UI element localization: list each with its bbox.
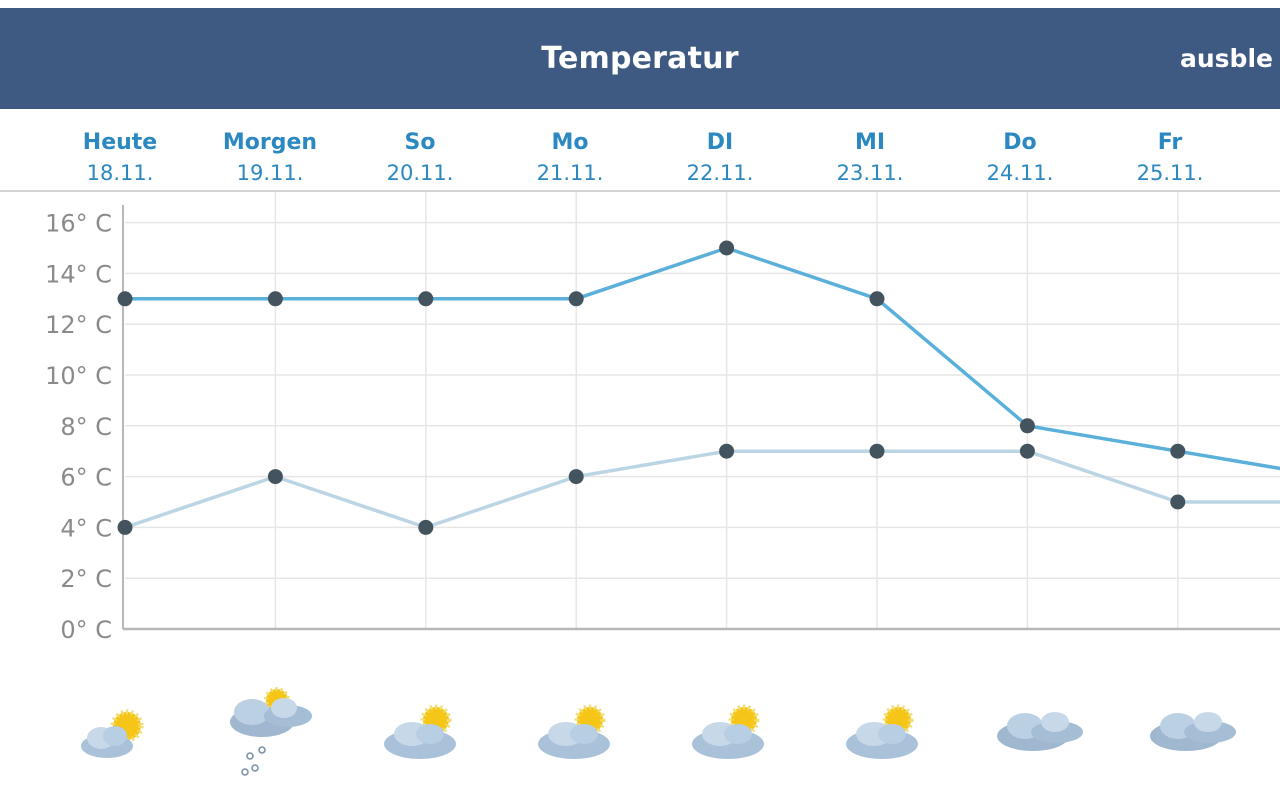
- day-column-5: MI 23.11.: [795, 126, 945, 190]
- temperature-chart: 0° C 2° C 4° C 6° C 8° C 10° C 12° C 14° C 16° C: [45, 192, 1280, 642]
- y-tick-label: 4° C: [60, 514, 112, 542]
- day-date: 23.11.: [836, 161, 904, 185]
- min-temperature-point: [1170, 494, 1186, 510]
- day-column-4: DI 22.11.: [645, 126, 795, 190]
- sun-cloud-icon: [846, 704, 918, 759]
- min-temperature-point: [117, 519, 133, 535]
- max-temperature-point: [719, 240, 735, 256]
- day-column-6: Do 24.11.: [945, 126, 1095, 190]
- sun-cloud-icon: [538, 704, 610, 759]
- day-header-row: Heute 18.11. Morgen 19.11. So 20.11. Mo …: [0, 118, 1280, 190]
- max-temperature-point: [1170, 443, 1186, 459]
- max-temperature-point: [1019, 418, 1035, 434]
- day-column-7: Fr 25.11.: [1095, 126, 1245, 190]
- day-date: 21.11.: [536, 161, 604, 185]
- y-tick-label: 2° C: [60, 565, 112, 593]
- chart-header: Temperatur ausble: [0, 8, 1280, 109]
- day-date: 20.11.: [386, 161, 454, 185]
- day-date: 24.11.: [986, 161, 1054, 185]
- day-name: So: [404, 130, 436, 155]
- day-date: 25.11.: [1136, 161, 1204, 185]
- weather-icon-row: [0, 680, 1280, 787]
- max-temperature-point: [869, 291, 885, 307]
- sun-cloud-icon: [81, 709, 144, 758]
- y-tick-label: 16° C: [45, 210, 112, 238]
- day-name: Mo: [551, 130, 589, 155]
- day-date: 19.11.: [236, 161, 304, 185]
- max-temperature-point: [568, 291, 584, 307]
- y-tick-label: 8° C: [60, 413, 112, 441]
- day-column-3: Mo 21.11.: [495, 126, 645, 190]
- day-column-0: Heute 18.11.: [45, 126, 195, 190]
- day-name: Morgen: [222, 130, 318, 155]
- day-date: 22.11.: [686, 161, 754, 185]
- min-temperature-point: [418, 519, 434, 535]
- day-column-2: So 20.11.: [345, 126, 495, 190]
- y-tick-label: 14° C: [45, 260, 112, 288]
- min-temperature-point: [568, 469, 584, 485]
- max-temperature-point: [418, 291, 434, 307]
- day-column-1: Morgen 19.11.: [195, 126, 345, 190]
- y-tick-label: 10° C: [45, 362, 112, 390]
- min-temperature-point: [1019, 443, 1035, 459]
- y-tick-label: 0° C: [60, 616, 112, 642]
- y-tick-label: 12° C: [45, 311, 112, 339]
- cloud-icon: [997, 712, 1083, 751]
- min-temperature-point: [719, 443, 735, 459]
- cloud-sleet-icon: [230, 687, 312, 776]
- y-tick-label: 6° C: [60, 464, 112, 492]
- min-temperature-point: [869, 443, 885, 459]
- max-temperature-point: [117, 291, 133, 307]
- sun-cloud-icon: [692, 704, 764, 759]
- day-name: Heute: [82, 130, 158, 155]
- max-temperature-line: [125, 246, 1280, 471]
- header-divider: [0, 190, 1280, 192]
- min-temperature-line: [124, 449, 1280, 530]
- min-temperature-point: [267, 469, 283, 485]
- day-name: Do: [1003, 130, 1037, 155]
- page-title: Temperatur: [541, 41, 739, 76]
- day-name: DI: [706, 130, 734, 155]
- hide-toggle-link[interactable]: ausble: [1180, 44, 1273, 73]
- max-temperature-point: [267, 291, 283, 307]
- cloud-icon: [1150, 712, 1236, 751]
- day-date: 18.11.: [86, 161, 154, 185]
- sun-cloud-icon: [384, 704, 456, 759]
- day-name: MI: [854, 130, 886, 155]
- day-name: Fr: [1157, 130, 1183, 155]
